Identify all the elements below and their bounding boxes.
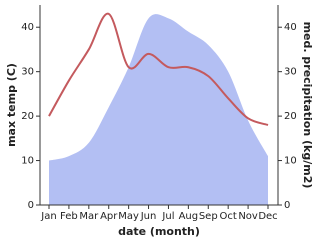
y-tick-label: 0: [28, 200, 34, 211]
y2-tick-label: 40: [284, 22, 297, 33]
y-tick-label: 40: [21, 22, 34, 33]
y2-tick-label: 20: [284, 111, 297, 122]
temp-line: [48, 12, 269, 126]
x-tick-label: Aug: [179, 211, 199, 222]
y-tick-label: 10: [21, 156, 34, 167]
precipitation-area: [49, 14, 268, 205]
y-tick-label: 30: [21, 67, 34, 78]
y2-axis-label: med. precipitation (kg/m2): [301, 22, 314, 189]
y2-tick-label: 30: [284, 67, 297, 78]
x-axis-label: date (month): [118, 225, 200, 238]
x-tick-label: Apr: [100, 211, 118, 222]
y-axis-label: max temp (C): [5, 63, 18, 147]
x-tick-label: Jan: [40, 211, 56, 222]
x-tick-label: Mar: [79, 211, 99, 222]
y-tick-label: 20: [21, 111, 34, 122]
x-tick-label: Jul: [161, 211, 174, 222]
x-tick-label: Nov: [238, 211, 258, 222]
y2-tick-label: 0: [284, 200, 290, 211]
x-tick-label: Dec: [258, 211, 277, 222]
x-tick-label: Feb: [60, 211, 78, 222]
x-tick-label: Oct: [220, 211, 237, 222]
x-tick-label: May: [118, 211, 139, 222]
x-tick-label: Jun: [140, 211, 157, 222]
x-tick-label: Sep: [199, 211, 218, 222]
y2-tick-label: 10: [284, 156, 297, 167]
